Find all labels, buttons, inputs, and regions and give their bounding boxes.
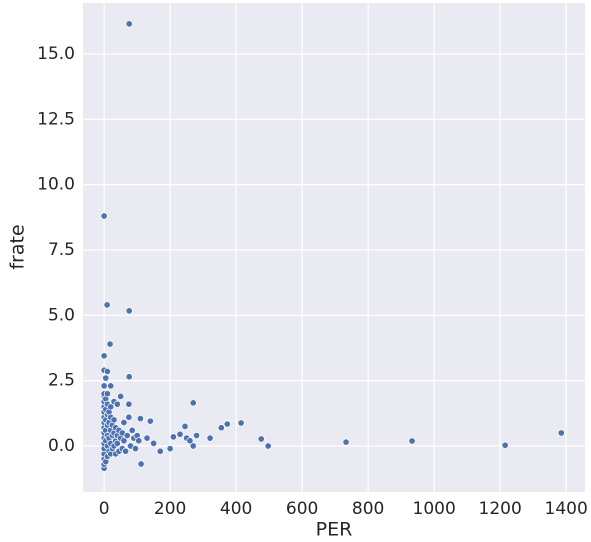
point — [342, 438, 350, 446]
point — [125, 400, 133, 408]
point — [117, 392, 125, 400]
y-tick-label: 15.0 — [37, 44, 75, 64]
plot-area — [83, 3, 585, 492]
point — [125, 413, 133, 421]
point — [122, 447, 130, 455]
point — [217, 424, 225, 432]
point — [125, 373, 133, 381]
point — [501, 441, 509, 449]
point — [189, 442, 197, 450]
point — [102, 374, 110, 382]
y-tick-label: 7.5 — [48, 240, 75, 260]
point — [135, 437, 143, 445]
point — [113, 439, 121, 447]
point — [100, 352, 108, 360]
point — [110, 416, 118, 424]
y-tick-label: 0.0 — [48, 436, 75, 456]
x-tick-label: 800 — [352, 499, 384, 519]
point — [206, 434, 214, 442]
point — [100, 212, 108, 220]
point — [125, 307, 133, 315]
point — [107, 403, 115, 411]
point — [223, 420, 231, 428]
point — [131, 445, 140, 453]
point — [103, 390, 111, 398]
point — [100, 382, 108, 390]
point — [169, 433, 177, 441]
point — [192, 431, 201, 440]
point — [176, 430, 184, 438]
y-tick-label: 5.0 — [48, 305, 75, 325]
point — [120, 437, 128, 445]
point — [166, 445, 174, 453]
y-tick-label: 12.5 — [37, 109, 75, 129]
x-tick-label: 400 — [220, 499, 252, 519]
x-tick-label: 0 — [99, 499, 110, 519]
point — [103, 301, 111, 309]
point — [103, 367, 111, 376]
x-tick-label: 600 — [286, 499, 318, 519]
point — [128, 426, 136, 434]
point — [189, 399, 197, 407]
x-tick-label: 200 — [154, 499, 186, 519]
point — [137, 460, 145, 468]
y-tick-label: 10.0 — [37, 175, 75, 195]
y-axis-label: frate — [7, 224, 29, 269]
point — [120, 418, 128, 427]
point — [143, 434, 151, 442]
point — [156, 447, 164, 455]
x-tick-label: 1400 — [545, 499, 588, 519]
y-tick-label: 2.5 — [48, 371, 75, 391]
point — [123, 431, 131, 440]
point — [181, 422, 189, 430]
point — [237, 419, 245, 427]
x-tick-label: 1200 — [479, 499, 522, 519]
x-axis-label: PER — [316, 519, 353, 541]
point — [186, 437, 194, 445]
point — [136, 415, 144, 423]
point — [408, 437, 416, 445]
point — [557, 429, 565, 437]
point — [264, 442, 272, 450]
point — [106, 340, 114, 348]
point — [125, 20, 133, 28]
point — [257, 435, 265, 443]
point — [107, 382, 115, 390]
point — [146, 417, 154, 425]
point — [150, 439, 158, 447]
point — [113, 400, 121, 408]
x-tick-label: 1000 — [413, 499, 456, 519]
